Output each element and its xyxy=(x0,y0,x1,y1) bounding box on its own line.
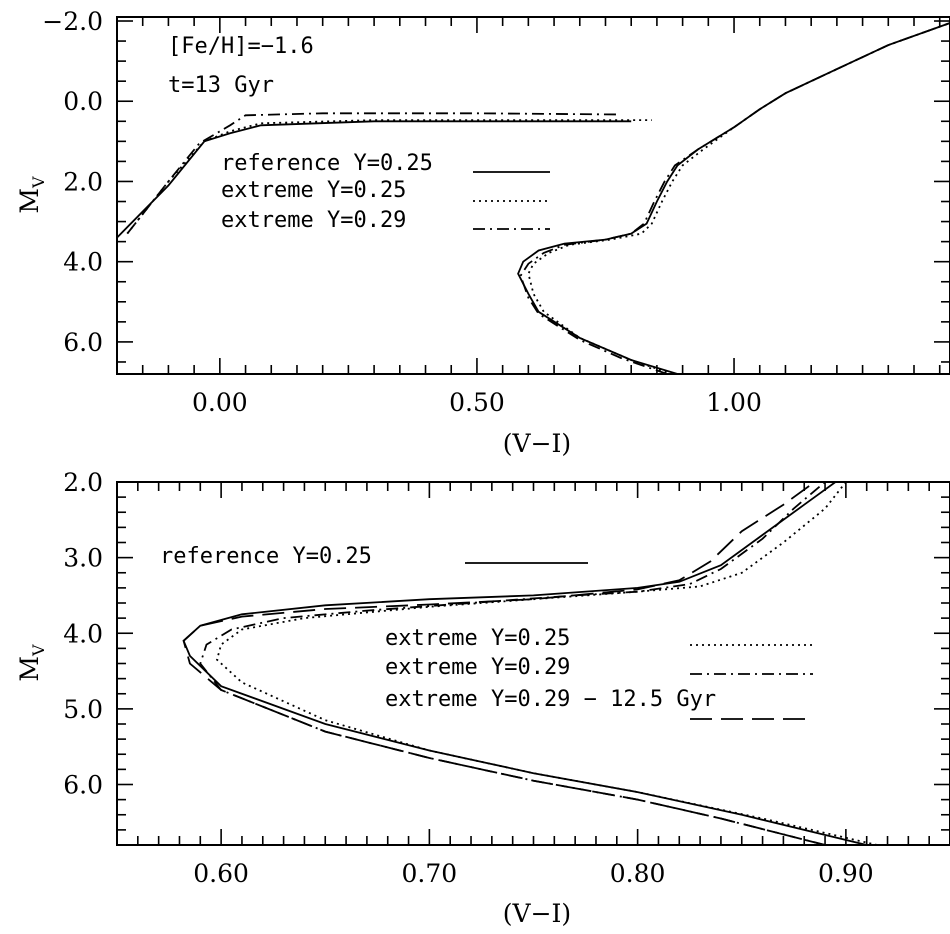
series-curve-2 xyxy=(126,112,621,235)
top-curves xyxy=(117,22,950,374)
legend-label: reference Y=0.25 xyxy=(221,151,433,176)
y-tick-label: 5.0 xyxy=(63,695,103,724)
series-curve-0 xyxy=(117,120,632,239)
bottom-curves xyxy=(182,482,878,845)
y-tick-label: 3.0 xyxy=(63,544,103,573)
bottom-x-axis-label: (V−I) xyxy=(503,899,571,928)
x-tick-label: 0.90 xyxy=(818,859,874,888)
x-tick-label: 0.70 xyxy=(402,859,458,888)
x-tick-label: 0.50 xyxy=(449,388,505,417)
y-tick-label: 6.0 xyxy=(63,328,103,357)
bottom-axis-ticks: 0.60 0.70 0.80 0.90 2.0 3.0 4.0 5.0 6.0 xyxy=(63,468,950,888)
x-tick-label: 0.80 xyxy=(610,859,666,888)
top-x-axis-label: (V−I) xyxy=(503,429,571,458)
series-curve-1 xyxy=(215,482,878,845)
top-panel: 0.00 0.50 1.00 −2.0 0.0 2.0 4.0 6.0 reference Y… xyxy=(15,7,950,458)
y-tick-label: 2.0 xyxy=(63,167,103,196)
bottom-y-axis-label: MV xyxy=(15,644,48,682)
svg-text:MV: MV xyxy=(15,176,48,214)
legend-label: extreme Y=0.29 xyxy=(385,655,570,680)
top-axis-ticks: 0.00 0.50 1.00 −2.0 0.0 2.0 4.0 6.0 xyxy=(42,7,950,417)
bottom-legend: reference Y=0.25 extreme Y=0.25 extreme Y=… xyxy=(160,544,813,720)
legend-label: extreme Y=0.25 xyxy=(221,178,406,203)
series-curve-0 xyxy=(182,482,867,845)
series-curve-3 xyxy=(182,482,826,845)
y-tick-label: 0.0 xyxy=(63,87,103,116)
series-curve-1 xyxy=(126,119,652,235)
x-tick-label: 0.00 xyxy=(192,388,248,417)
y-tick-label: 4.0 xyxy=(63,248,103,277)
top-plot-frame xyxy=(116,16,950,375)
legend-label: reference Y=0.25 xyxy=(160,544,372,569)
y-tick-label: −2.0 xyxy=(42,7,103,36)
age-annotation: t=13 Gyr xyxy=(168,73,274,98)
metallicity-annotation: [Fe/H]=−1.6 xyxy=(168,34,314,59)
x-tick-label: 0.60 xyxy=(193,859,249,888)
series-curve-1 xyxy=(527,22,950,374)
legend-label: extreme Y=0.29 xyxy=(221,208,406,233)
svg-text:MV: MV xyxy=(15,644,48,682)
y-tick-label: 6.0 xyxy=(63,771,103,800)
x-tick-label: 1.00 xyxy=(706,388,762,417)
y-tick-label: 2.0 xyxy=(63,468,103,497)
series-curve-2 xyxy=(519,22,950,374)
series-curve-0 xyxy=(517,22,950,374)
legend-label: extreme Y=0.29 − 12.5 Gyr xyxy=(385,687,716,712)
legend-label: extreme Y=0.25 xyxy=(385,626,570,651)
top-y-axis-label: MV xyxy=(15,176,48,214)
y-tick-label: 4.0 xyxy=(63,619,103,648)
bottom-panel: 0.60 0.70 0.80 0.90 2.0 3.0 4.0 5.0 6.0 referenc… xyxy=(15,468,950,928)
